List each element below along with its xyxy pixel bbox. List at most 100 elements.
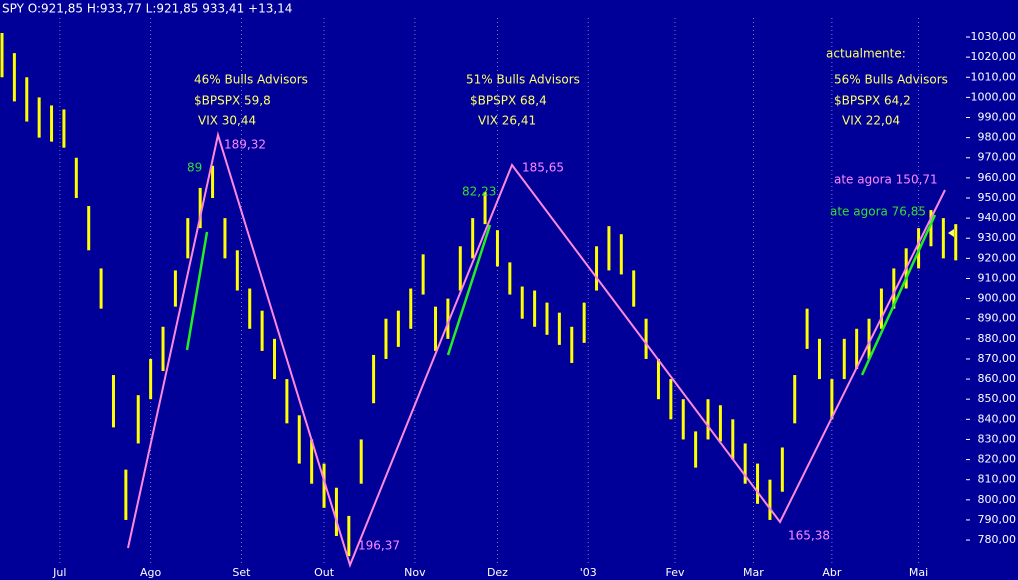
annotation: VIX 22,04 xyxy=(842,114,900,128)
price-bar xyxy=(929,210,933,247)
price-bar xyxy=(322,463,326,508)
y-tick-label: 920,00 xyxy=(978,251,1017,264)
price-bar xyxy=(879,288,883,329)
annotation: ate agora 76,85 xyxy=(830,205,926,219)
price-bar xyxy=(694,431,698,468)
price-bar xyxy=(619,234,623,275)
x-tick-label: Mai xyxy=(909,566,928,579)
price-bar xyxy=(272,338,276,380)
annotation: 196,37 xyxy=(358,539,400,553)
price-bar xyxy=(87,206,91,251)
price-bar xyxy=(867,318,871,359)
price-bar xyxy=(582,302,586,343)
price-bar xyxy=(557,312,561,345)
price-bar xyxy=(607,226,611,271)
y-tick-label: 810,00 xyxy=(978,473,1017,486)
price-bar xyxy=(768,479,772,520)
x-tick-label: Jul xyxy=(52,566,66,579)
price-bar xyxy=(954,224,958,261)
price-bar xyxy=(669,379,673,420)
y-tick-label: 870,00 xyxy=(978,352,1017,365)
price-bar xyxy=(12,53,16,102)
price-bar xyxy=(743,443,747,484)
x-tick-label: Ago xyxy=(140,566,162,579)
y-tick-label: 1010,00 xyxy=(971,70,1017,83)
price-bar xyxy=(706,399,710,440)
y-tick-label: 780,00 xyxy=(978,533,1017,546)
price-bar xyxy=(483,191,487,225)
y-tick-label: 850,00 xyxy=(978,392,1017,405)
annotation: VIX 30,44 xyxy=(198,114,256,128)
annotation: 185,65 xyxy=(522,161,564,175)
price-bar xyxy=(211,165,215,198)
y-tick-label: 800,00 xyxy=(978,493,1017,506)
price-bar xyxy=(941,218,945,259)
price-bar xyxy=(186,218,190,259)
price-bar xyxy=(161,326,165,372)
price-bar xyxy=(372,354,376,404)
x-tick-label: Set xyxy=(232,566,251,579)
x-tick-label: Nov xyxy=(404,566,426,579)
price-bar xyxy=(570,326,574,363)
price-bar xyxy=(718,405,722,442)
price-bar xyxy=(830,379,834,420)
y-tick-label: 1020,00 xyxy=(971,50,1017,63)
price-bar xyxy=(50,105,54,142)
annotation: $BPSPX 59,8 xyxy=(194,94,271,108)
price-bar xyxy=(260,310,264,351)
price-bar xyxy=(111,375,115,428)
y-tick-label: 900,00 xyxy=(978,292,1017,305)
price-bar xyxy=(99,268,103,309)
price-bar xyxy=(471,218,475,259)
price-bar xyxy=(62,109,66,148)
price-bar xyxy=(409,288,413,329)
header: SPY O:921,85 H:933,77 L:921,85 933,41 +1… xyxy=(2,2,292,16)
price-bar xyxy=(223,218,227,259)
price-bar xyxy=(842,338,846,380)
price-bar xyxy=(434,306,438,351)
annotation: 56% Bulls Advisors xyxy=(834,73,948,87)
annotation: ate agora 150,71 xyxy=(834,173,938,187)
price-bar xyxy=(74,157,78,198)
last-price-marker xyxy=(948,229,954,237)
price-bar xyxy=(235,250,239,291)
price-bar xyxy=(297,415,301,464)
price-bar xyxy=(384,318,388,359)
y-tick-label: 970,00 xyxy=(978,151,1017,164)
price-bar xyxy=(595,246,599,291)
annotation: 51% Bulls Advisors xyxy=(466,73,580,87)
annotation: 89 xyxy=(187,161,202,175)
trend-line-green xyxy=(185,231,209,351)
price-bar xyxy=(173,270,177,307)
price-bar xyxy=(25,77,29,122)
y-tick-label: 960,00 xyxy=(978,171,1017,184)
price-bar xyxy=(347,515,351,557)
price-bar xyxy=(421,254,425,295)
price-bar xyxy=(644,318,648,359)
price-bar xyxy=(458,246,462,291)
annotation: 165,38 xyxy=(788,529,830,543)
y-tick-label: 860,00 xyxy=(978,372,1017,385)
price-bar xyxy=(681,399,685,440)
y-tick-label: 1030,00 xyxy=(971,30,1017,43)
price-bar xyxy=(855,328,859,370)
annotation: actualmente: xyxy=(826,47,906,61)
price-bar xyxy=(731,419,735,460)
x-tick-label: Fev xyxy=(665,566,684,579)
y-tick-label: 930,00 xyxy=(978,231,1017,244)
annotation: 82,23 xyxy=(462,185,496,199)
price-bar xyxy=(359,439,363,484)
annotation: 46% Bulls Advisors xyxy=(194,73,308,87)
annotation: $BPSPX 68,4 xyxy=(470,94,547,108)
price-bar xyxy=(198,187,202,229)
price-bar xyxy=(545,302,549,335)
y-tick-label: 840,00 xyxy=(978,412,1017,425)
trend-line-green xyxy=(860,214,937,376)
price-bar xyxy=(136,395,140,444)
price-bar xyxy=(248,288,252,329)
x-tick-label: Abr xyxy=(822,566,842,579)
price-bar xyxy=(396,310,400,347)
y-tick-label: 790,00 xyxy=(978,513,1017,526)
annotation: VIX 26,41 xyxy=(478,114,536,128)
